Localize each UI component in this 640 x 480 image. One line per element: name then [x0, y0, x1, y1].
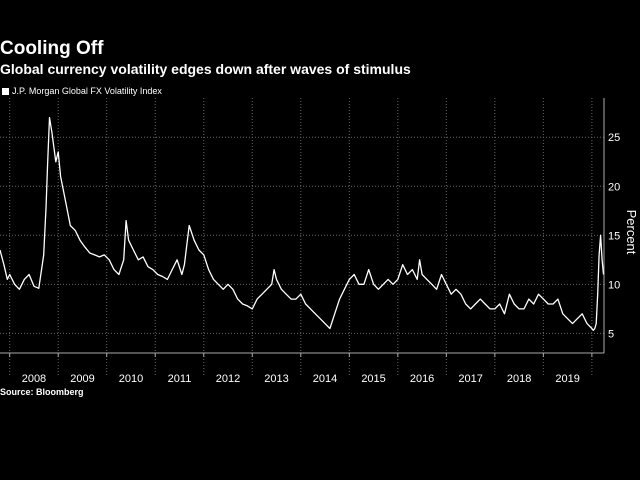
x-tick-label: 2009 [70, 373, 94, 385]
y-tick-label: 10 [608, 279, 620, 291]
x-tick-label: 2012 [216, 373, 240, 385]
source-note: Source: Bloomberg [0, 387, 84, 397]
y-axis-label: Percent [624, 210, 639, 255]
x-tick-label: 2013 [264, 373, 288, 385]
y-tick-label: 15 [608, 230, 620, 242]
x-tick-label: 2015 [361, 373, 385, 385]
series [0, 116, 605, 332]
y-tick-label: 25 [608, 132, 620, 144]
x-tick-label: 2019 [555, 373, 579, 385]
x-tick-label: 2016 [410, 373, 434, 385]
grid [0, 98, 604, 375]
y-tick-label: 5 [608, 328, 614, 340]
x-tick-label: 2010 [119, 373, 143, 385]
legend: J.P. Morgan Global FX Volatility Index [2, 86, 162, 96]
x-tick-label: 2018 [507, 373, 531, 385]
chart-title: Cooling Off [0, 38, 104, 59]
series-line-fx-volatility [0, 116, 605, 332]
x-tick-label: 2014 [313, 373, 337, 385]
x-tick-label: 2011 [168, 373, 192, 385]
x-tick-label: 2008 [22, 373, 46, 385]
legend-swatch [2, 87, 9, 95]
x-tick-label: 2017 [458, 373, 482, 385]
legend-label: J.P. Morgan Global FX Volatility Index [12, 86, 162, 96]
y-tick-label: 20 [608, 181, 620, 193]
x-axis: 2008 2009 2010 2011 2012 2013 2014 2015 2016 2017… [0, 352, 604, 385]
chart-subtitle: Global currency volatility edges down af… [0, 61, 411, 77]
y-axis: 5 10 15 20 25 [603, 98, 620, 353]
